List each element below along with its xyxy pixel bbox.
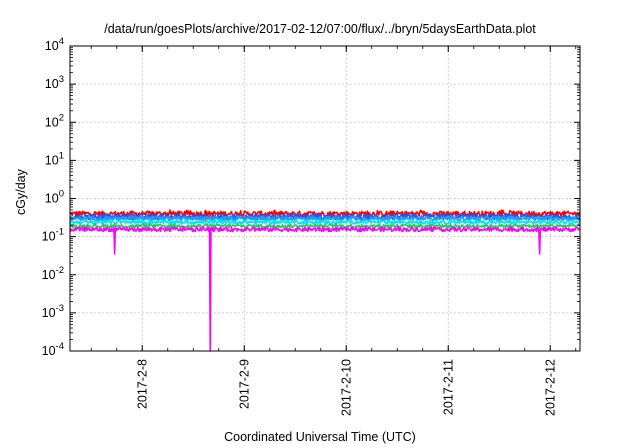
- x-tick-label: 2017-2-12: [543, 359, 557, 416]
- x-axis-label: Coordinated Universal Time (UTC): [224, 430, 416, 444]
- y-tick-label: 101: [45, 150, 64, 167]
- x-tick-label: 2017-2-10: [339, 359, 353, 416]
- x-tick-label: 2017-2-8: [135, 359, 149, 409]
- series-line: [69, 218, 581, 225]
- y-tick-label: 103: [45, 74, 64, 91]
- chart-title: /data/run/goesPlots/archive/2017-02-12/0…: [104, 22, 536, 36]
- x-tick-label: 2017-2-9: [237, 359, 251, 409]
- series-line: [69, 214, 581, 222]
- x-tick-label: 2017-2-11: [441, 359, 455, 415]
- grid: [70, 46, 580, 351]
- y-tick-label: 104: [45, 36, 64, 53]
- series-lines: [69, 209, 581, 352]
- y-tick-label: 10-1: [42, 227, 64, 244]
- y-tick-label: 10-2: [42, 265, 64, 282]
- y-axis-label: cGy/day: [14, 169, 28, 215]
- series-line: [69, 222, 581, 229]
- y-tick-label: 10-3: [42, 303, 64, 320]
- y-tick-label: 102: [45, 112, 64, 129]
- y-tick-label: 10-4: [42, 341, 64, 358]
- y-tick-label: 100: [45, 189, 64, 206]
- series-line: [69, 225, 581, 352]
